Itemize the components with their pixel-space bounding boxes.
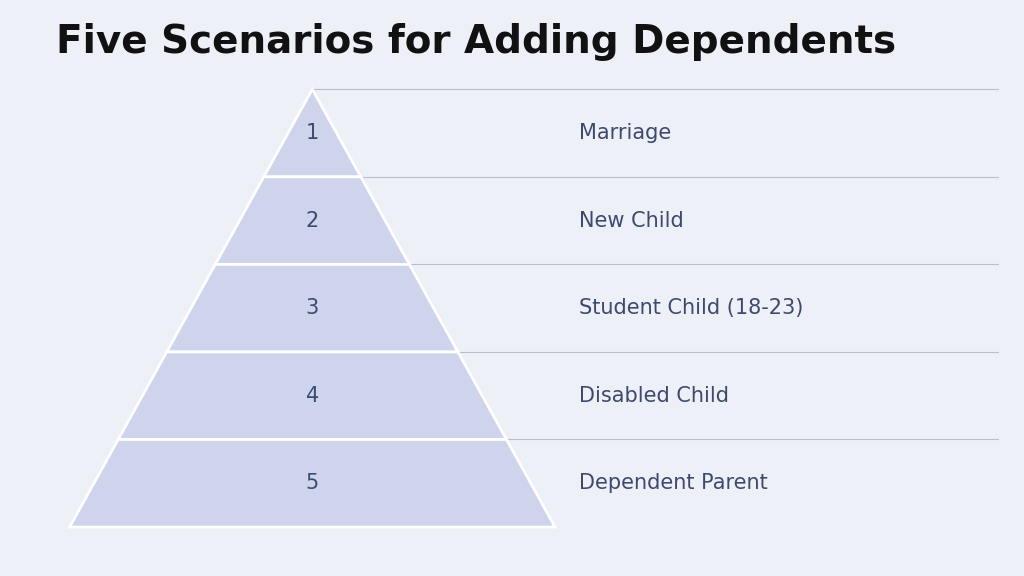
Polygon shape [70,439,555,527]
Text: Disabled Child: Disabled Child [579,386,728,406]
Text: Marriage: Marriage [579,123,671,143]
Text: 5: 5 [306,473,318,493]
Text: New Child: New Child [579,211,683,230]
Polygon shape [264,89,360,177]
Text: Five Scenarios for Adding Dependents: Five Scenarios for Adding Dependents [56,23,896,61]
Text: 3: 3 [306,298,318,318]
Polygon shape [118,352,507,439]
Text: 1: 1 [306,123,318,143]
Text: Student Child (18-23): Student Child (18-23) [579,298,803,318]
Polygon shape [215,177,410,264]
Text: 4: 4 [306,386,318,406]
Text: Dependent Parent: Dependent Parent [579,473,767,493]
Polygon shape [167,264,458,352]
Text: 2: 2 [306,211,318,230]
